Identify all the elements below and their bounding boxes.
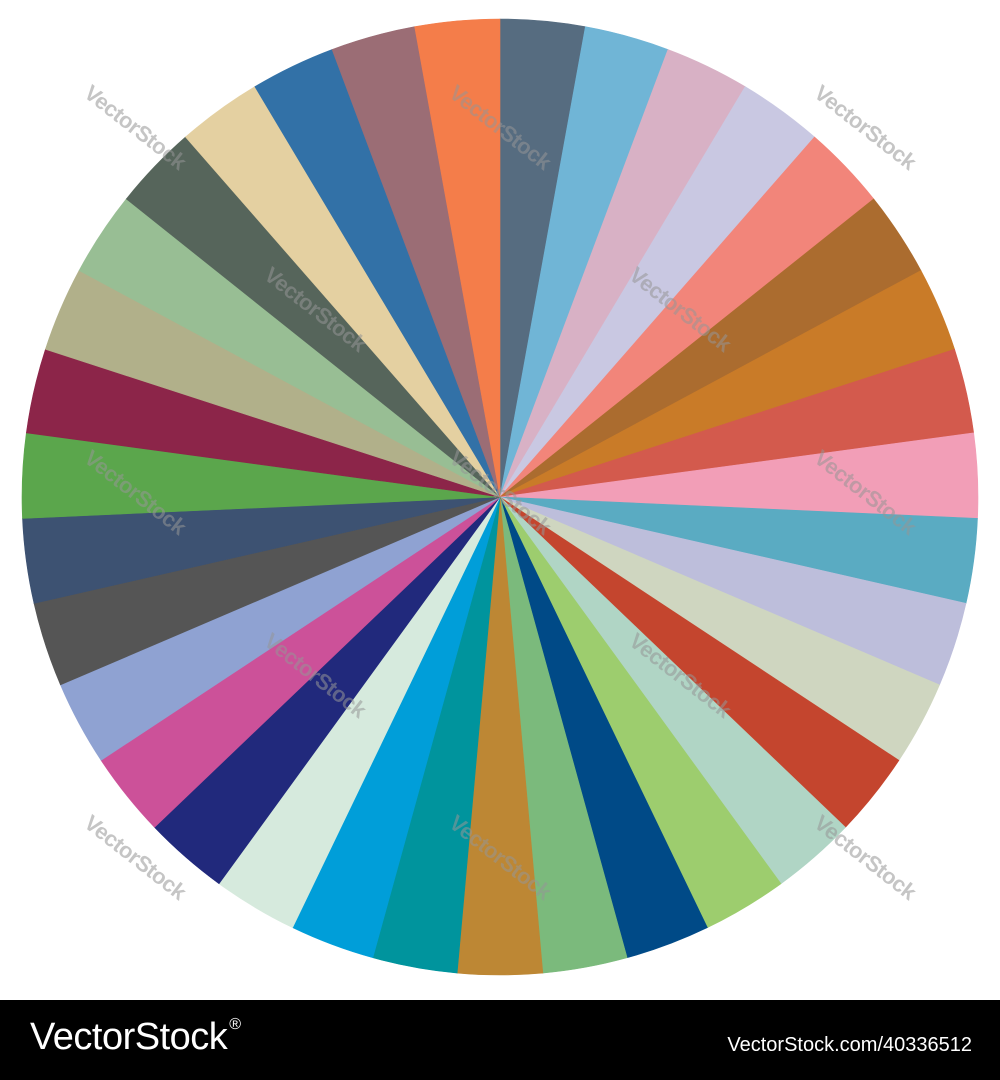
image-credit: VectorStock.com/40336512 (727, 1034, 972, 1056)
footer-bar: VectorStock ® VectorStock.com/40336512 (0, 1000, 1000, 1080)
brand-name: VectorStock (30, 1016, 228, 1058)
wheel-segment (414, 18, 501, 498)
color-wheel (21, 18, 979, 976)
registered-mark: ® (229, 1016, 241, 1033)
brand-logo: VectorStock ® (30, 1016, 241, 1059)
image-canvas: VectorStock VectorStock VectorStock Vect… (21, 18, 979, 976)
